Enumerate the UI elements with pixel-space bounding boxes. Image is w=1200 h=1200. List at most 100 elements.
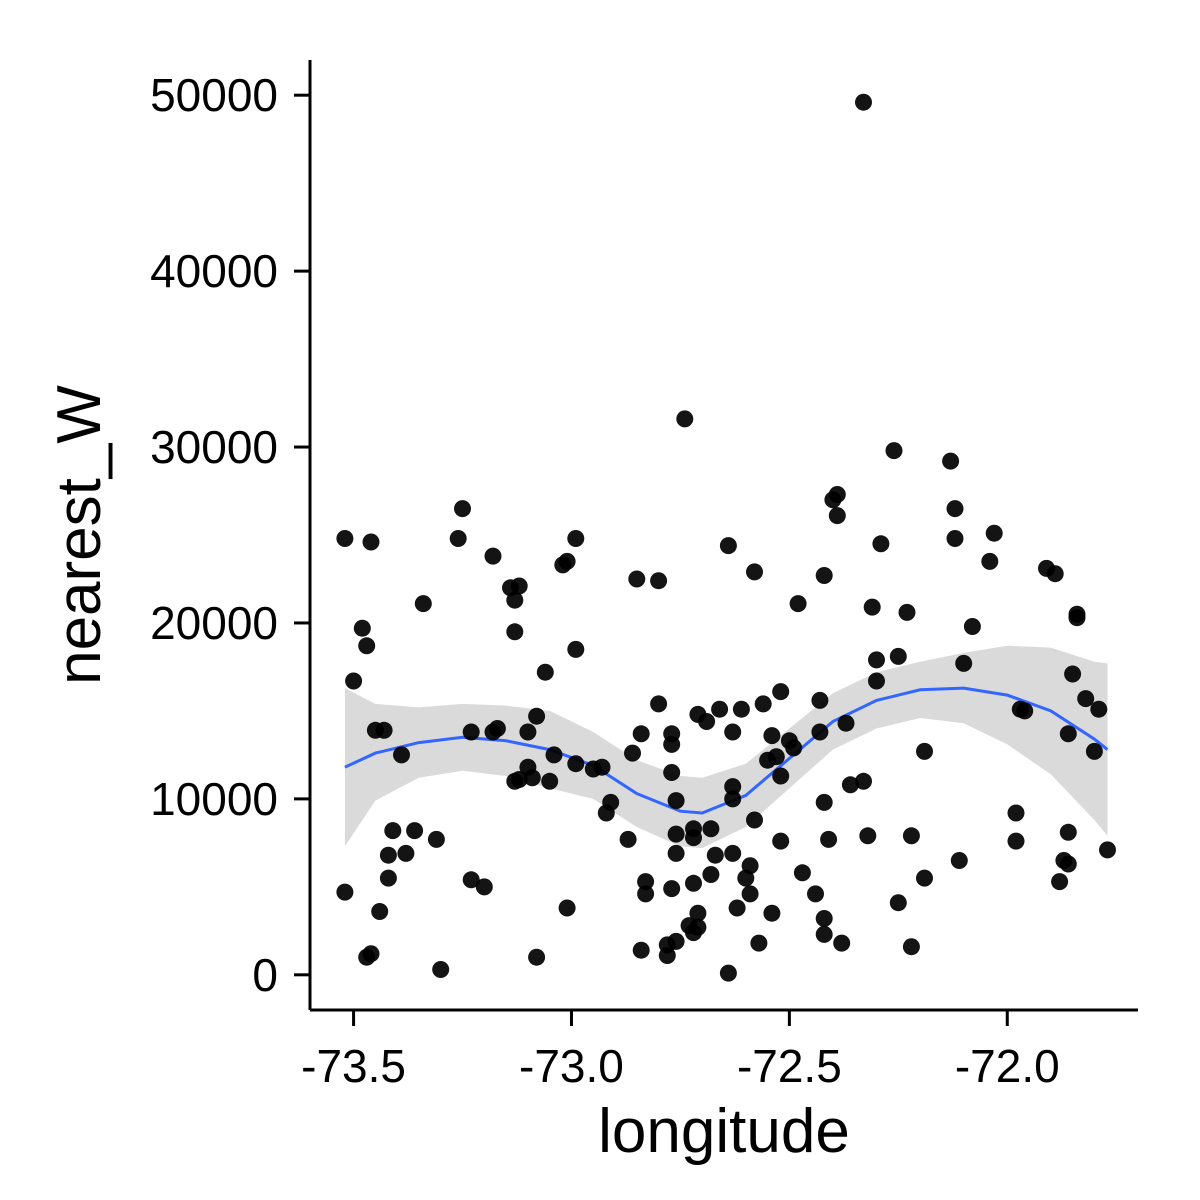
data-point (732, 700, 750, 718)
data-point (763, 904, 781, 922)
data-point (1046, 565, 1064, 583)
data-point (841, 776, 859, 794)
data-point (837, 714, 855, 732)
data-point (663, 735, 681, 753)
data-point (942, 452, 960, 470)
data-point (1059, 823, 1077, 841)
data-point (820, 830, 838, 848)
data-point (519, 723, 537, 741)
data-point (772, 832, 790, 850)
data-point (767, 748, 785, 766)
data-point (663, 764, 681, 781)
data-point (353, 619, 371, 637)
data-point (528, 707, 546, 725)
data-point (872, 535, 890, 553)
data-point (828, 486, 846, 503)
data-point (619, 830, 637, 848)
data-point (1099, 841, 1116, 859)
data-point (510, 577, 528, 595)
data-point (506, 623, 524, 641)
data-point (379, 846, 397, 864)
data-point (488, 720, 506, 737)
data-point (336, 530, 354, 547)
data-point (981, 552, 999, 570)
data-point (362, 945, 380, 963)
data-point (632, 941, 650, 959)
data-point (724, 723, 742, 741)
data-point (475, 878, 493, 896)
data-point (650, 695, 668, 713)
data-point (1016, 702, 1034, 720)
data-point (746, 563, 763, 581)
data-point (793, 864, 811, 882)
y-tick-label: 10000 (150, 773, 278, 825)
data-point (963, 618, 981, 635)
data-point (946, 530, 964, 547)
data-point (889, 647, 907, 665)
data-point (358, 637, 376, 655)
data-point (685, 874, 702, 892)
data-point (484, 547, 502, 565)
data-point (637, 873, 655, 891)
data-point (889, 894, 907, 912)
data-point (567, 755, 585, 773)
data-point (1085, 742, 1103, 760)
data-point (711, 700, 729, 718)
data-point (567, 640, 585, 658)
data-point (815, 793, 833, 811)
data-point (902, 827, 920, 845)
data-point (1059, 725, 1077, 743)
data-point (741, 857, 759, 875)
data-point (772, 767, 790, 785)
data-point (667, 792, 685, 810)
data-point (624, 744, 641, 762)
data-point (362, 533, 380, 551)
y-tick-label: 30000 (150, 421, 278, 473)
data-point (667, 825, 685, 843)
data-point (1059, 855, 1077, 873)
data-point (724, 778, 742, 796)
data-point (558, 899, 576, 917)
data-point (397, 844, 415, 862)
y-tick-label: 50000 (150, 69, 278, 121)
data-point (728, 899, 746, 917)
y-tick-label: 20000 (150, 597, 278, 649)
data-point (628, 570, 646, 588)
confidence-band-layer (344, 645, 1108, 849)
data-point (815, 910, 833, 927)
data-point (506, 591, 524, 609)
data-point (414, 595, 432, 613)
data-point (393, 746, 410, 764)
data-point (567, 530, 585, 547)
data-point (719, 537, 737, 555)
x-tick-label: -73.0 (519, 1040, 624, 1092)
data-point (462, 723, 480, 741)
data-point (763, 727, 781, 745)
data-point (916, 742, 933, 760)
data-point (811, 691, 829, 709)
data-point (811, 723, 829, 741)
data-point (1077, 690, 1095, 708)
data-point (789, 595, 807, 613)
data-point (632, 725, 650, 743)
data-point (689, 904, 707, 922)
data-point (702, 866, 720, 883)
x-tick-label: -72.0 (955, 1040, 1060, 1092)
data-point (855, 93, 872, 111)
data-point (602, 793, 620, 811)
data-point (427, 830, 445, 848)
data-point (698, 713, 716, 730)
data-point (859, 827, 877, 845)
y-tick-label: 40000 (150, 245, 278, 297)
data-point (772, 683, 790, 701)
data-point (558, 552, 576, 570)
data-point (379, 869, 397, 887)
data-point (593, 758, 611, 776)
data-point (898, 603, 916, 621)
x-tick-label: -72.5 (737, 1040, 842, 1092)
data-point (985, 524, 1003, 542)
data-point (637, 885, 655, 903)
data-point (1051, 873, 1069, 891)
data-point (815, 925, 833, 943)
